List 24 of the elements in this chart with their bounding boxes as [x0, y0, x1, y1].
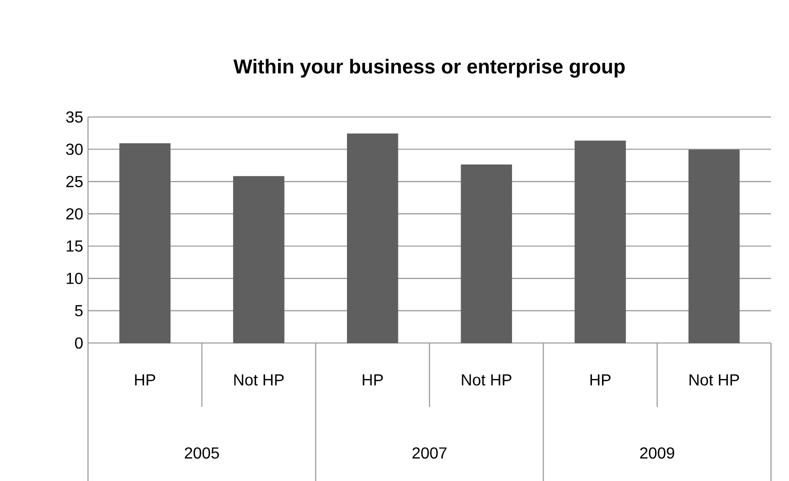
bar	[346, 134, 398, 344]
x-tick-label: HP	[135, 374, 156, 386]
chart-title: Within your business or enterprise group	[233, 58, 625, 78]
bar	[233, 176, 284, 344]
bar	[574, 140, 626, 344]
x-tick-label: HP	[590, 374, 611, 386]
y-tick-label: 35	[66, 111, 83, 123]
y-tick-label: 10	[66, 272, 83, 284]
x-tick-label: Not HP	[462, 374, 512, 386]
y-tick-label: 5	[75, 305, 83, 316]
bar	[460, 164, 512, 344]
y-tick-label: 20	[66, 208, 83, 220]
text: 2005	[184, 447, 219, 459]
bar	[119, 143, 171, 344]
x-tick-label: Not HP	[234, 374, 284, 386]
bar	[688, 150, 740, 344]
y-tick-label: 30	[66, 144, 83, 155]
text: 2007	[412, 447, 446, 459]
y-tick-label: 0	[75, 337, 83, 349]
y-tick-label: 25	[66, 176, 83, 188]
x-tick-label: HP	[362, 374, 383, 386]
text: 2009	[640, 447, 674, 459]
y-tick-label: 15	[66, 240, 83, 252]
x-tick-label: Not HP	[690, 374, 739, 386]
